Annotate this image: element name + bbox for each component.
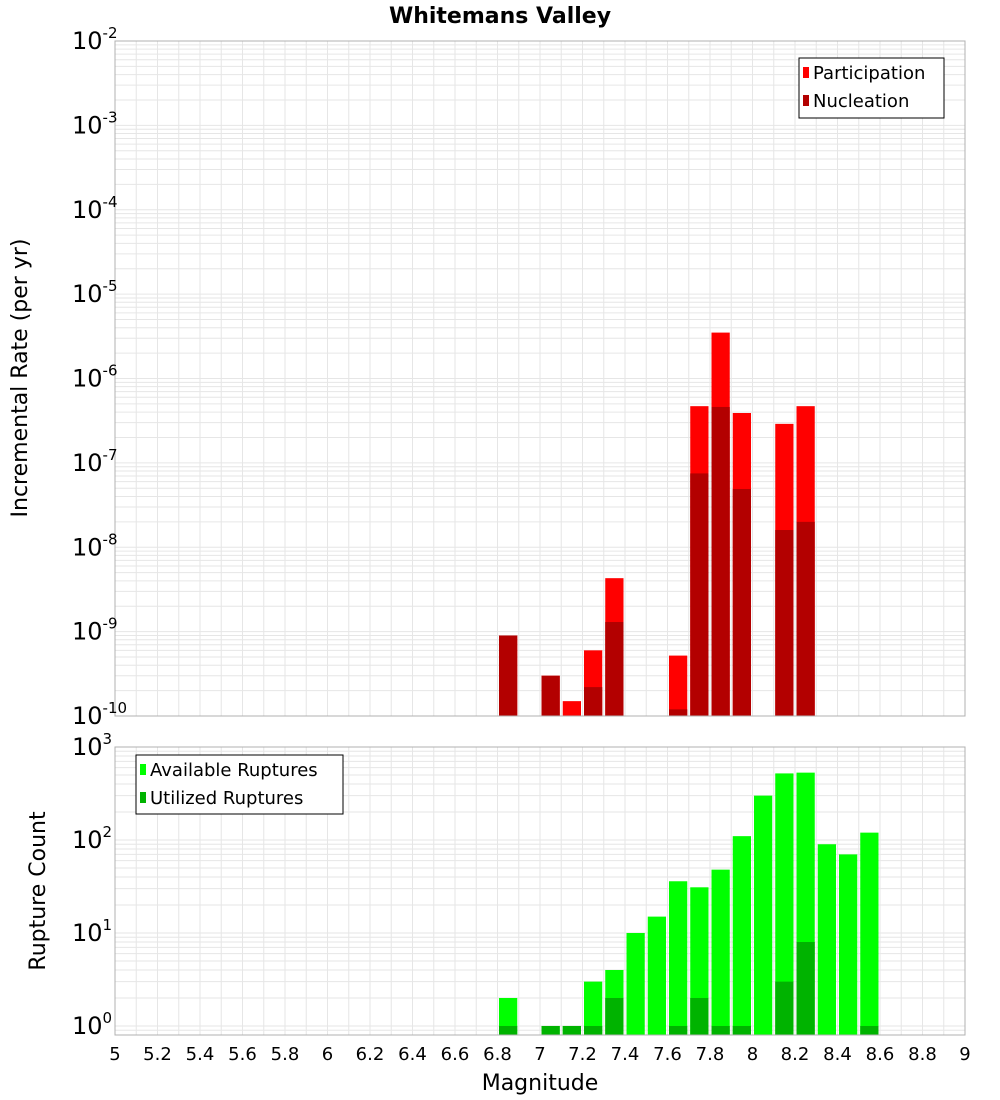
x-tick-label: 7.6 (653, 1044, 682, 1065)
x-tick-labels: 5 5.2 5.4 5.6 5.8 6 6.2 6.4 6.6 6.8 7 7.2 7.4 7.6 7.8 8… (109, 1044, 970, 1065)
legend-label-utilized: Utilized Ruptures (150, 788, 303, 809)
y-tick-label: 103 (72, 730, 112, 761)
chart-title: Whitemans Valley (389, 4, 611, 29)
x-tick-label: 7.2 (568, 1044, 597, 1065)
x-tick-label: 7.8 (696, 1044, 725, 1065)
bottom-plot-frame (114, 746, 966, 1036)
y-tick-label: 102 (72, 823, 112, 854)
available-ruptures-bar (499, 997, 518, 1035)
bottom-legend: Available Ruptures Utilized Ruptures (135, 754, 344, 815)
bottom-bars (499, 772, 879, 1035)
legend-swatch-available (140, 764, 146, 775)
utilized-ruptures-bar (499, 1025, 518, 1035)
x-tick-label: 5.6 (228, 1044, 257, 1065)
utilized-ruptures-bar (796, 942, 815, 1035)
available-ruptures-bar (732, 836, 751, 1035)
x-tick-label: 9 (959, 1044, 970, 1065)
legend-label-participation: Participation (813, 63, 925, 84)
bottom-y-tick-labels: 103 102 101 100 (72, 730, 112, 1040)
nucleation-bar (775, 530, 794, 716)
legend-swatch-participation (803, 67, 809, 78)
utilized-ruptures-bar (732, 1025, 751, 1035)
available-ruptures-bar (817, 844, 836, 1035)
y-tick-label: 10-4 (72, 193, 118, 224)
x-tick-label: 7 (534, 1044, 545, 1065)
y-tick-label: 10-7 (72, 446, 118, 477)
y-tick-label: 10-6 (72, 362, 118, 393)
x-tick-label: 8.8 (908, 1044, 937, 1065)
participation-bar (669, 655, 688, 716)
top-legend-box (798, 57, 945, 119)
utilized-ruptures-bar (711, 1025, 730, 1035)
utilized-ruptures-bar (584, 1025, 603, 1035)
nucleation-bar (732, 489, 751, 716)
nucleation-bar (499, 635, 518, 716)
utilized-ruptures-bar (562, 1025, 581, 1035)
available-ruptures-bar (754, 795, 773, 1035)
nucleation-bar (584, 687, 603, 716)
utilized-ruptures-bar (605, 997, 624, 1035)
nucleation-bar (690, 473, 709, 716)
available-ruptures-bar (647, 916, 666, 1035)
x-tick-label: 6.6 (441, 1044, 470, 1065)
legend-label-nucleation: Nucleation (813, 91, 909, 112)
available-ruptures-bar (839, 854, 858, 1035)
legend-label-available: Available Ruptures (150, 760, 318, 781)
participation-bar (562, 701, 581, 716)
y-tick-label: 10-9 (72, 615, 118, 646)
available-ruptures-bar (626, 932, 645, 1035)
available-ruptures-bar (669, 881, 688, 1035)
available-ruptures-bar (775, 773, 794, 1035)
legend-swatch-utilized (140, 792, 146, 803)
nucleation-bar (605, 622, 624, 716)
nucleation-bar (796, 521, 815, 716)
y-tick-label: 10-5 (72, 277, 118, 308)
x-tick-label: 8.2 (781, 1044, 810, 1065)
available-ruptures-bar (711, 869, 730, 1035)
y-tick-label: 10-2 (72, 24, 118, 55)
utilized-ruptures-bar (669, 1025, 688, 1035)
x-tick-label: 5.2 (143, 1044, 172, 1065)
top-bars (499, 332, 815, 716)
x-tick-label: 5.4 (186, 1044, 215, 1065)
x-tick-label: 8 (747, 1044, 758, 1065)
bottom-y-axis-label: Rupture Count (26, 811, 51, 971)
utilized-ruptures-bar (690, 997, 709, 1035)
x-tick-label: 6.8 (483, 1044, 512, 1065)
utilized-ruptures-bar (541, 1025, 560, 1035)
legend-swatch-nucleation (803, 95, 809, 106)
x-tick-label: 6.4 (398, 1044, 427, 1065)
y-tick-label: 101 (72, 916, 112, 947)
utilized-ruptures-bar (775, 981, 794, 1035)
top-y-tick-labels: 10-2 10-3 10-4 10-5 10-6 10-7 10-8 10-9 10-10 (72, 24, 127, 730)
x-tick-label: 5.8 (271, 1044, 300, 1065)
nucleation-bar (711, 406, 730, 716)
available-ruptures-bar (860, 832, 879, 1035)
top-legend: Participation Nucleation (798, 57, 945, 119)
bottom-panel: 103 102 101 100 5 5.2 5.4 5.6 5.8 6 6.2 6.4 6.6 6.8 7… (26, 730, 971, 1096)
x-tick-label: 8.4 (823, 1044, 852, 1065)
bottom-legend-box (135, 754, 344, 815)
top-panel: 10-2 10-3 10-4 10-5 10-6 10-7 10-8 10-9 10-10 In… (8, 24, 966, 730)
x-axis-label: Magnitude (482, 1071, 599, 1096)
y-tick-label: 10-10 (72, 699, 127, 730)
y-tick-label: 100 (72, 1009, 112, 1040)
x-tick-label: 5 (109, 1044, 120, 1065)
x-tick-label: 6.2 (356, 1044, 385, 1065)
available-ruptures-bar (584, 981, 603, 1035)
x-tick-label: 7.4 (611, 1044, 640, 1065)
top-y-axis-label: Incremental Rate (per yr) (8, 239, 33, 518)
x-tick-label: 6 (322, 1044, 333, 1065)
top-plot-frame (114, 40, 966, 717)
utilized-ruptures-bar (860, 1025, 879, 1035)
y-tick-label: 10-3 (72, 108, 118, 139)
nucleation-bar (669, 709, 688, 716)
x-tick-label: 8.6 (866, 1044, 895, 1065)
top-grid (114, 40, 966, 717)
nucleation-bar (541, 675, 560, 716)
y-tick-label: 10-8 (72, 530, 118, 561)
